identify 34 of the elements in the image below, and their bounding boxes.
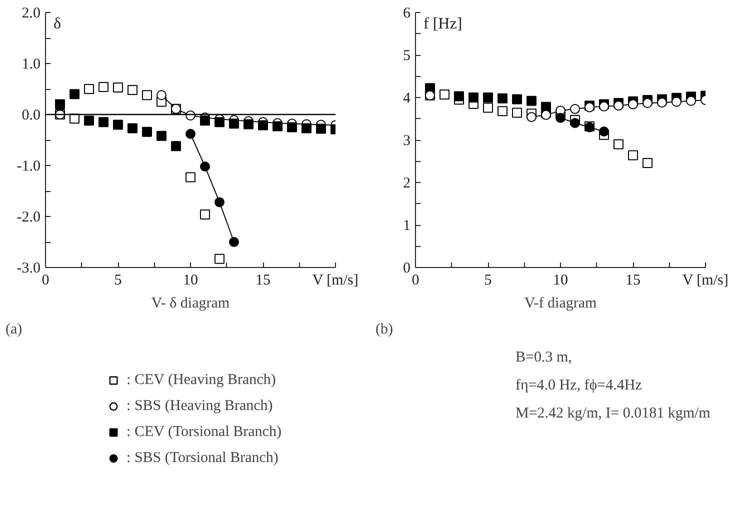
- text: fη=4.0 Hz, fϕ=4.4Hz: [516, 378, 642, 394]
- y-tick-label: -1.0: [16, 158, 41, 174]
- legend-label: : SBS (Torsional Branch): [126, 448, 278, 468]
- text: B=0.3 m,: [516, 350, 572, 366]
- y-tick-label: 2: [403, 176, 410, 192]
- y-tick-label: 1.0: [22, 56, 40, 72]
- y-tick-label: 2.0: [22, 6, 40, 22]
- text: V- δ diagram: [151, 296, 230, 312]
- x-tick-label: 5: [484, 272, 492, 288]
- x-tick-label: 10: [183, 272, 198, 288]
- x-tick-label: 15: [626, 272, 640, 288]
- y-axis-title: f [Hz]: [424, 16, 462, 32]
- y-tick-label: 5: [403, 48, 410, 64]
- y-tick-label: 6: [403, 6, 411, 22]
- y-tick-label: 3: [403, 133, 410, 149]
- x-tick-label: 5: [114, 272, 122, 288]
- y-tick-label: 4: [403, 90, 411, 106]
- legend-label: : CEV (Heaving Branch): [126, 370, 276, 390]
- x-tick-label: 15: [256, 272, 270, 288]
- x-axis-title: V [m/s]: [312, 272, 358, 288]
- legend-label: : CEV (Torsional Branch): [126, 422, 282, 442]
- y-tick-label: -3.0: [16, 260, 41, 276]
- y-tick-label: 0.0: [22, 108, 40, 124]
- y-axis-title: δ: [54, 16, 62, 32]
- y-tick-label: 1: [403, 218, 410, 234]
- text: V-f diagram: [524, 296, 598, 312]
- text: (a): [6, 322, 22, 338]
- legend-label: : SBS (Heaving Branch): [126, 396, 273, 416]
- y-tick-label: -2.0: [16, 210, 41, 226]
- y-tick-label: 0: [403, 260, 410, 276]
- text: (b): [376, 322, 393, 338]
- x-tick-label: 10: [553, 272, 568, 288]
- x-axis-title: V [m/s]: [682, 272, 728, 288]
- text: M=2.42 kg/m, I= 0.0181 kgm/m: [516, 406, 711, 422]
